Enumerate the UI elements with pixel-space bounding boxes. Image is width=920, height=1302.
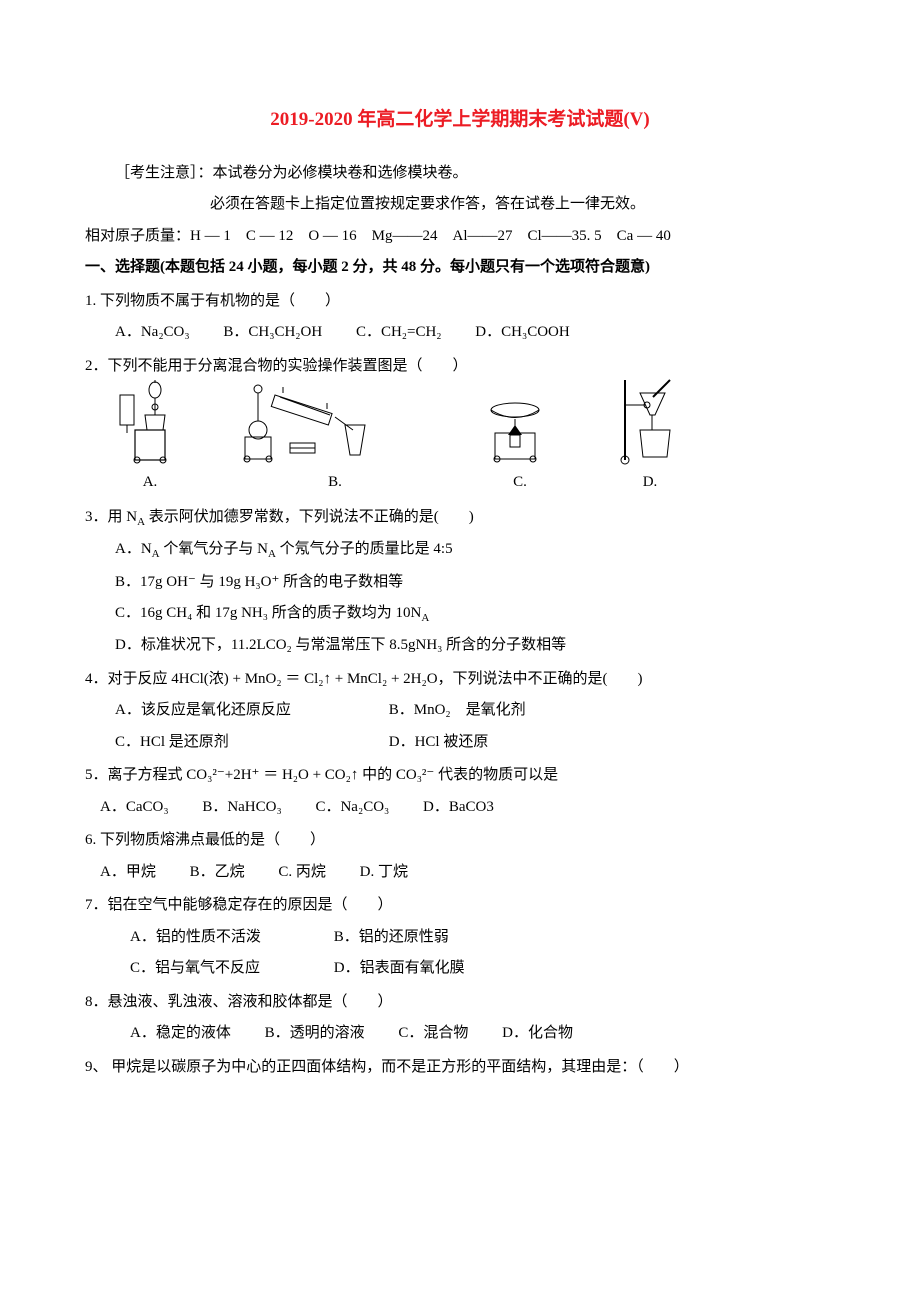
q5-opt-c: C．Na₂CO₃	[315, 792, 389, 824]
note-line-1: ［考生注意］：本试卷分为必修模块卷和选修模块卷。	[115, 158, 835, 190]
q7-opt-d: D．铝表面有氧化膜	[334, 960, 465, 976]
evaporation-icon	[480, 375, 560, 465]
page-title: 2019-2020 年高二化学上学期期末考试试题(V)	[85, 100, 835, 140]
filtration-icon	[615, 375, 685, 465]
q6-opt-c: C. 丙烷	[278, 857, 326, 889]
q8-options: A．稳定的液体 B．透明的溶液 C．混合物 D．化合物	[130, 1018, 835, 1050]
q7-row1: A．铝的性质不活泼 B．铝的还原性弱	[130, 922, 835, 954]
question-1: 1. 下列物质不属于有机物的是（ ） A．Na₂CO₃ B．CH₃CH₂OH C…	[85, 286, 835, 349]
q6-options: A．甲烷 B．乙烷 C. 丙烷 D. 丁烷	[100, 857, 835, 889]
q8-opt-d: D．化合物	[502, 1018, 573, 1050]
q7-opt-a: A．铝的性质不活泼	[130, 922, 330, 954]
q8-stem: 8．悬浊液、乳浊液、溶液和胶体都是（ ）	[85, 987, 835, 1019]
q5-options: A．CaCO₃ B．NaHCO₃ C．Na₂CO₃ D．BaCO3	[100, 792, 835, 824]
q2-diagram-a: A.	[85, 375, 215, 499]
q1-opt-b: B．CH₃CH₂OH	[223, 317, 322, 349]
q1-opt-a: A．Na₂CO₃	[115, 317, 190, 349]
q7-opt-c: C．铝与氧气不反应	[130, 953, 330, 985]
q4-row1: A．该反应是氧化还原反应 B．MnO₂ 是氧化剂	[115, 695, 835, 727]
q8-opt-c: C．混合物	[398, 1018, 468, 1050]
q1-opt-d: D．CH₃COOH	[475, 317, 569, 349]
q6-opt-b: B．乙烷	[190, 857, 245, 889]
q4-opt-c: C．HCl 是还原剂	[115, 727, 385, 759]
q2-label-b: B.	[328, 467, 342, 499]
q3-stem: 3．用 NA 表示阿伏加德罗常数，下列说法不正确的是( )	[85, 502, 835, 534]
q3-opt-a: A．NA 个氧气分子与 NA 个氖气分子的质量比是 4:5	[115, 534, 835, 566]
q6-stem: 6. 下列物质熔沸点最低的是（ ）	[85, 825, 835, 857]
q6-opt-d: D. 丁烷	[360, 857, 408, 889]
q2-label-d: D.	[643, 467, 658, 499]
q6-opt-a: A．甲烷	[100, 857, 156, 889]
q2-diagrams: A. B.	[85, 388, 835, 498]
question-8: 8．悬浊液、乳浊液、溶液和胶体都是（ ） A．稳定的液体 B．透明的溶液 C．混…	[85, 987, 835, 1050]
q3-opt-d: D．标准状况下，11.2LCO₂ 与常温常压下 8.5gNH₃ 所含的分子数相等	[115, 630, 835, 662]
question-6: 6. 下列物质熔沸点最低的是（ ） A．甲烷 B．乙烷 C. 丙烷 D. 丁烷	[85, 825, 835, 888]
q1-options: A．Na₂CO₃ B．CH₃CH₂OH C．CH₂=CH₂ D．CH₃COOH	[115, 317, 835, 349]
q2-diagram-d: D.	[595, 375, 705, 499]
atomic-mass-line: 相对原子质量：H — 1 C — 12 O — 16 Mg——24 Al——27…	[85, 221, 835, 253]
question-3: 3．用 NA 表示阿伏加德罗常数，下列说法不正确的是( ) A．NA 个氧气分子…	[85, 502, 835, 661]
q5-stem: 5．离子方程式 CO₃²⁻+2H⁺ ＝ H₂O + CO₂↑ 中的 CO₃²⁻ …	[85, 760, 835, 792]
question-2: 2．下列不能用于分离混合物的实验操作装置图是（ ） A.	[85, 351, 835, 499]
q4-stem: 4．对于反应 4HCl(浓) + MnO₂ ＝ Cl₂↑ + MnCl₂ + 2…	[85, 664, 835, 696]
q9-stem: 9、 甲烷是以碳原子为中心的正四面体结构，而不是正方形的平面结构，其理由是：（ …	[85, 1052, 835, 1084]
q2-diagram-c: C.	[455, 375, 585, 499]
distillation-icon	[235, 375, 435, 465]
q4-opt-d: D．HCl 被还原	[389, 734, 489, 750]
q7-opt-b: B．铝的还原性弱	[334, 929, 449, 945]
q1-stem: 1. 下列物质不属于有机物的是（ ）	[85, 286, 835, 318]
q5-opt-b: B．NaHCO₃	[202, 792, 281, 824]
q5-opt-d: D．BaCO3	[423, 792, 494, 824]
question-4: 4．对于反应 4HCl(浓) + MnO₂ ＝ Cl₂↑ + MnCl₂ + 2…	[85, 664, 835, 759]
q3-opt-b: B．17g OH⁻ 与 19g H₃O⁺ 所含的电子数相等	[115, 567, 835, 599]
q2-diagram-b: B.	[225, 375, 445, 499]
q8-opt-a: A．稳定的液体	[130, 1018, 231, 1050]
separating-funnel-icon	[115, 375, 185, 465]
q7-row2: C．铝与氧气不反应 D．铝表面有氧化膜	[130, 953, 835, 985]
q7-stem: 7．铝在空气中能够稳定存在的原因是（ ）	[85, 890, 835, 922]
exam-page: 2019-2020 年高二化学上学期期末考试试题(V) ［考生注意］：本试卷分为…	[0, 0, 920, 1143]
q4-opt-b: B．MnO₂ 是氧化剂	[389, 702, 526, 718]
q3-opt-c: C．16g CH₄ 和 17g NH₃ 所含的质子数均为 10NA	[115, 598, 835, 630]
question-7: 7．铝在空气中能够稳定存在的原因是（ ） A．铝的性质不活泼 B．铝的还原性弱 …	[85, 890, 835, 985]
note-line-2: 必须在答题卡上指定位置按规定要求作答，答在试卷上一律无效。	[210, 189, 835, 221]
q4-row2: C．HCl 是还原剂 D．HCl 被还原	[115, 727, 835, 759]
q8-opt-b: B．透明的溶液	[265, 1018, 365, 1050]
section-1-heading: 一、选择题(本题包括 24 小题，每小题 2 分，共 48 分。每小题只有一个选…	[85, 252, 835, 284]
question-5: 5．离子方程式 CO₃²⁻+2H⁺ ＝ H₂O + CO₂↑ 中的 CO₃²⁻ …	[85, 760, 835, 823]
question-9: 9、 甲烷是以碳原子为中心的正四面体结构，而不是正方形的平面结构，其理由是：（ …	[85, 1052, 835, 1084]
q2-label-c: C.	[513, 467, 527, 499]
q2-label-a: A.	[143, 467, 158, 499]
q4-opt-a: A．该反应是氧化还原反应	[115, 695, 385, 727]
q5-opt-a: A．CaCO₃	[100, 792, 169, 824]
q1-opt-c: C．CH₂=CH₂	[356, 317, 442, 349]
